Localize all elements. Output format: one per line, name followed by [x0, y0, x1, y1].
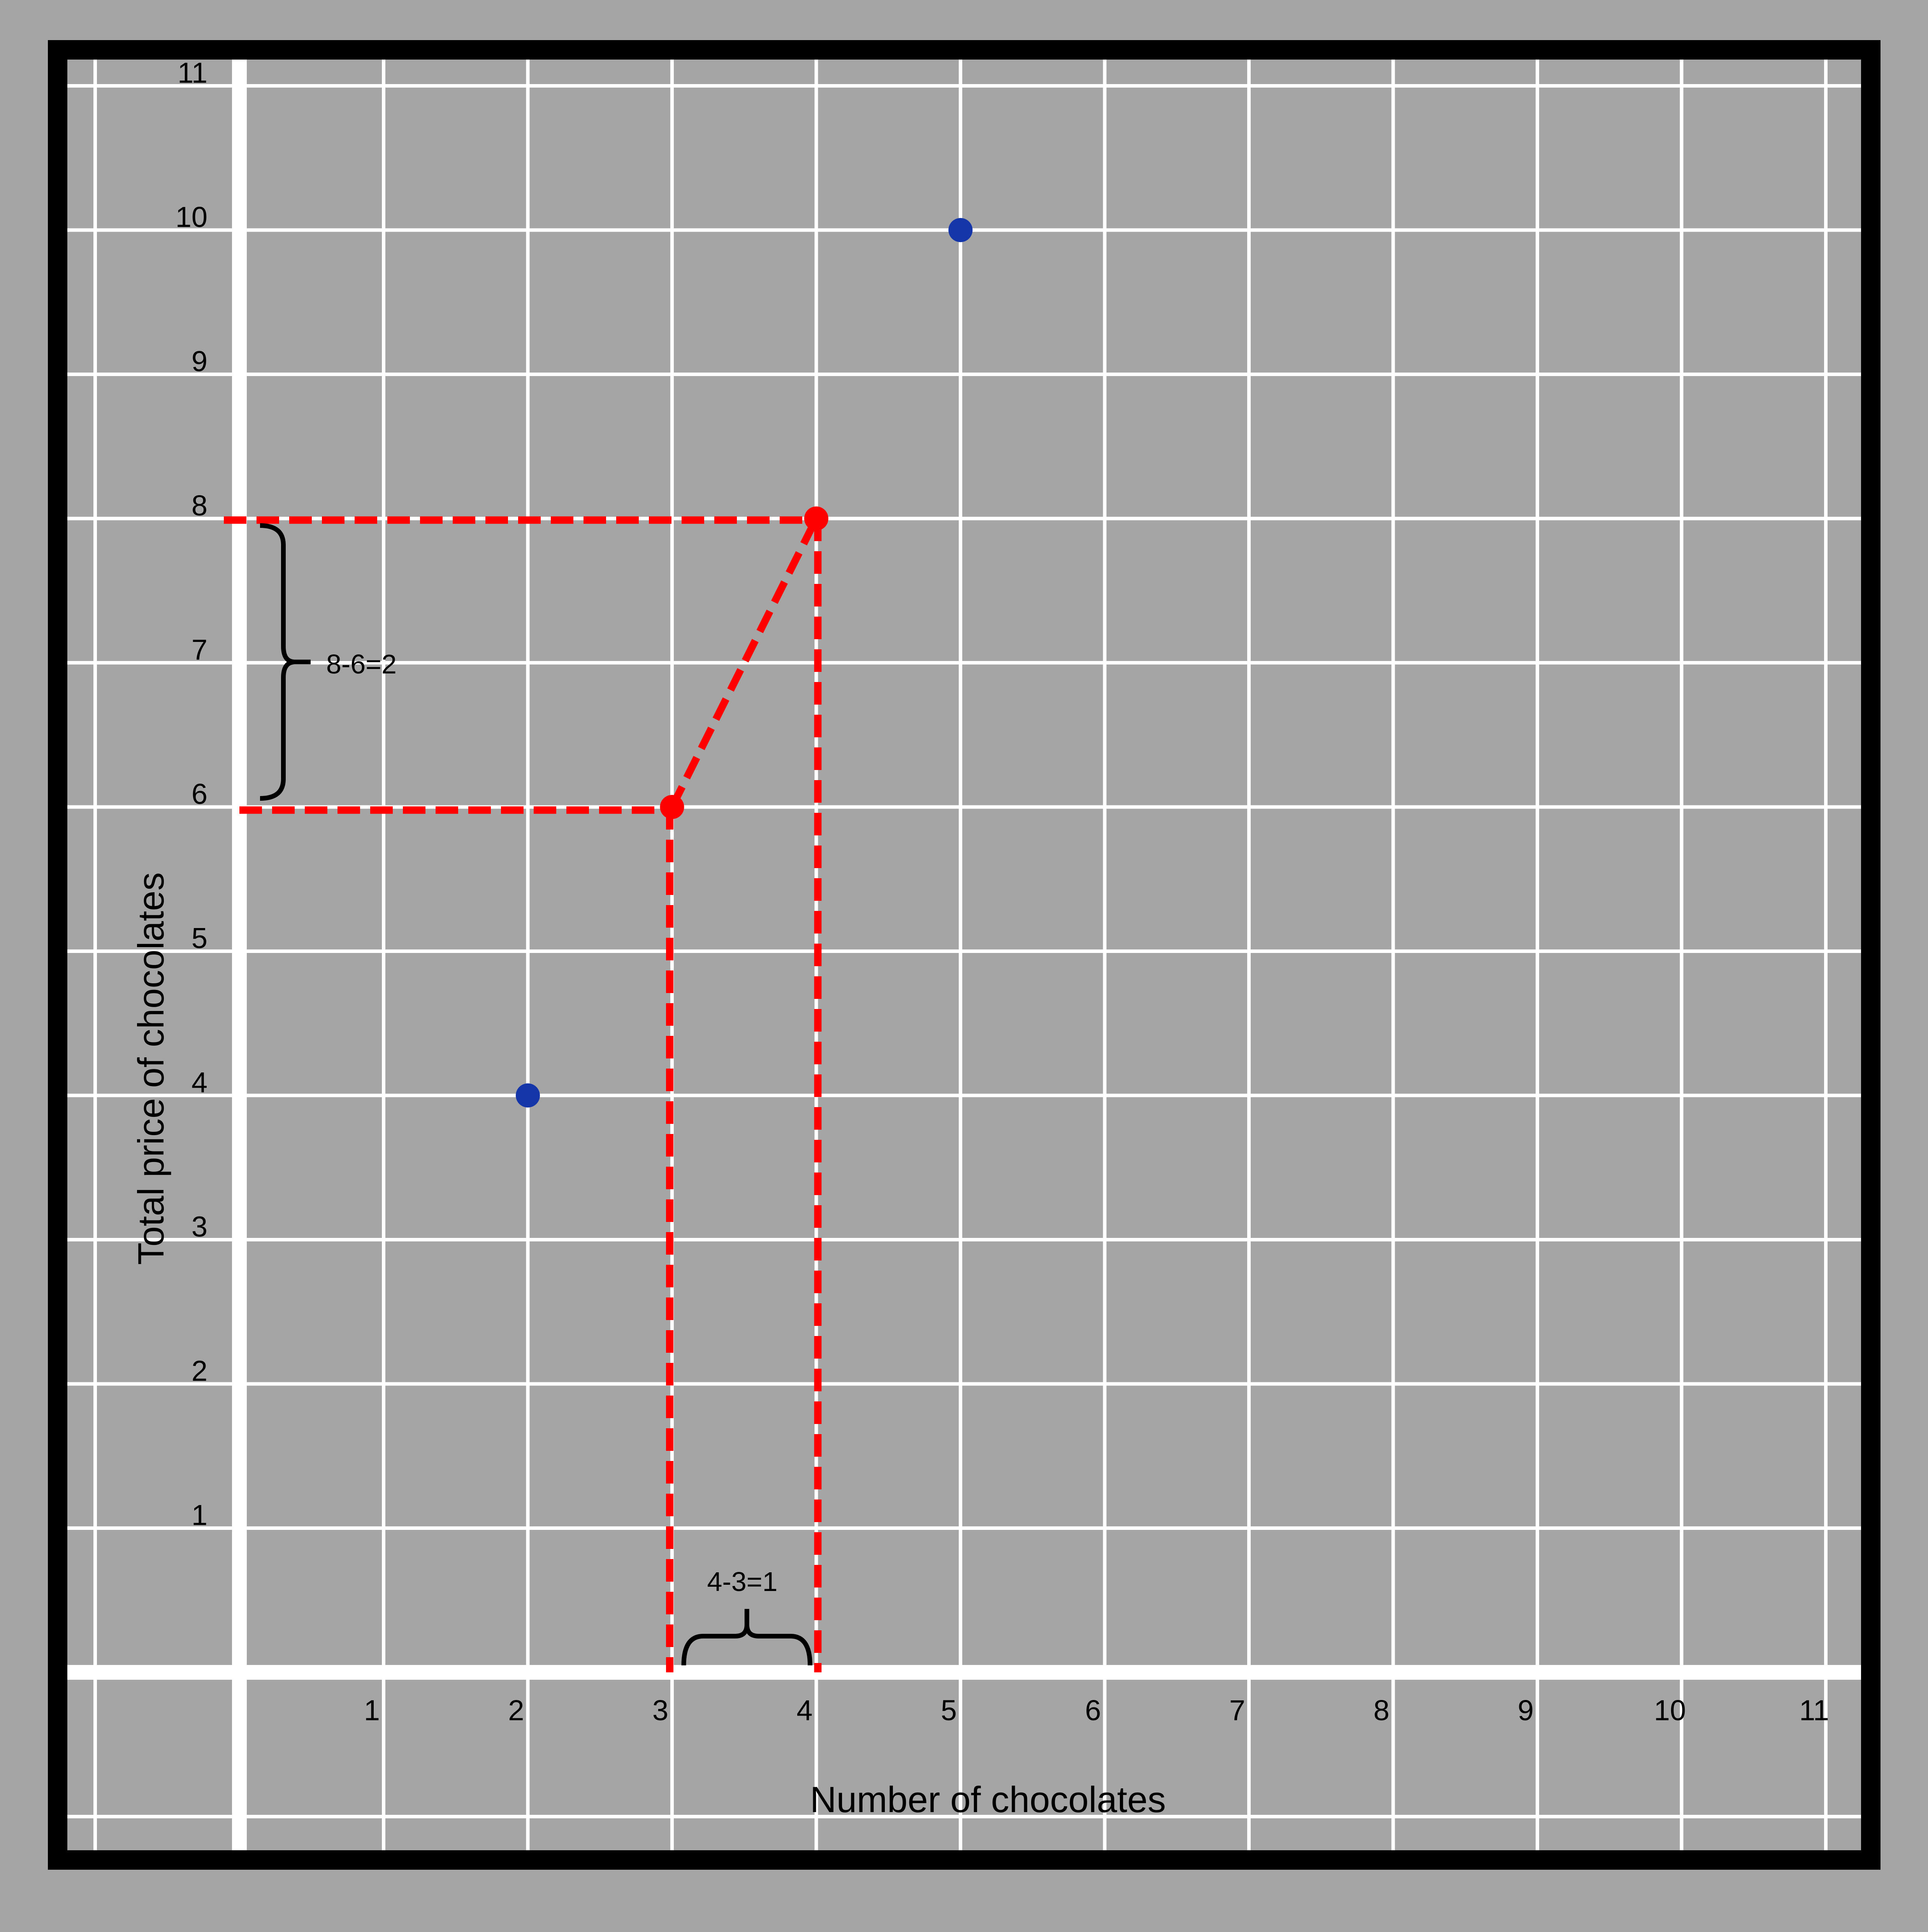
x-tick-label: 4 [796, 1694, 812, 1726]
y-tick-label: 1 [192, 1499, 207, 1531]
data-point [516, 1083, 540, 1108]
data-point [804, 506, 828, 531]
x-tick-label: 3 [652, 1694, 668, 1726]
chart-frame [48, 40, 1881, 1870]
guide-lines [224, 516, 822, 1672]
grid [67, 59, 1861, 1851]
x-tick-label: 1 [364, 1694, 380, 1726]
axes [67, 59, 1861, 1851]
run-annotation: 4-3=1 [707, 1566, 778, 1597]
y-tick-label: 10 [176, 201, 207, 233]
y-tick-label: 8 [192, 489, 207, 522]
y-tick-label: 6 [192, 778, 207, 810]
rise-annotation: 8-6=2 [326, 649, 397, 679]
x-tick-label: 8 [1373, 1694, 1389, 1726]
run-brace [681, 1609, 812, 1666]
x-tick-label: 7 [1229, 1694, 1245, 1726]
x-tick-label: 5 [941, 1694, 957, 1726]
data-points [516, 218, 973, 1108]
data-point [660, 795, 684, 819]
x-tick-label: 2 [508, 1694, 524, 1726]
rise-brace [260, 523, 311, 801]
y-tick-label: 4 [192, 1066, 207, 1099]
slope-segment [669, 517, 820, 809]
braces [260, 523, 812, 1666]
y-tick-label: 9 [192, 345, 207, 378]
x-tick-label: 6 [1085, 1694, 1101, 1726]
x-axis-title: Number of chocolates [810, 1779, 1166, 1820]
y-axis-title: Total price of chocolates [130, 872, 171, 1265]
y-tick-label: 11 [178, 57, 207, 89]
y-tick-label: 3 [192, 1211, 207, 1243]
x-tick-label: 10 [1654, 1694, 1686, 1726]
y-tick-label: 2 [192, 1355, 207, 1387]
y-tick-label: 5 [192, 922, 207, 955]
x-tick-label: 11 [1799, 1694, 1829, 1726]
data-point [948, 218, 973, 242]
x-tick-label: 9 [1518, 1694, 1534, 1726]
y-tick-label: 7 [192, 634, 207, 666]
